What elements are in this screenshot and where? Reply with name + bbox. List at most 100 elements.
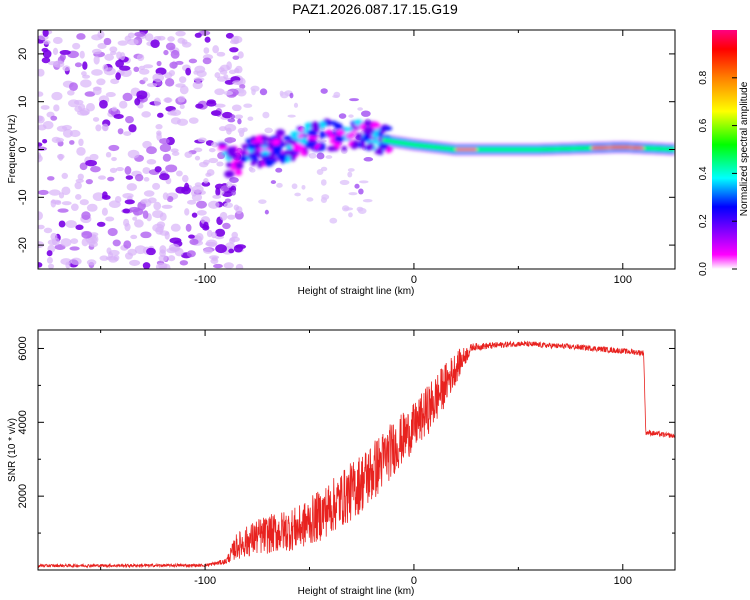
noise-blob [258, 199, 267, 204]
noise-blob [194, 155, 201, 161]
noise-blob [158, 254, 168, 262]
signal-blob [356, 142, 363, 148]
noise-blob [136, 53, 145, 61]
noise-blob [107, 227, 118, 237]
signal-blob [350, 144, 358, 150]
noise-blob [154, 166, 162, 173]
noise-blob [92, 192, 105, 201]
noise-blob [349, 98, 359, 102]
noise-blob [38, 211, 43, 221]
signal-blob [239, 155, 248, 163]
noise-blob [232, 80, 244, 86]
noise-blob [184, 208, 190, 216]
noise-blob [361, 110, 371, 117]
noise-blob [82, 61, 88, 70]
noise-blob [262, 111, 270, 119]
noise-blob [321, 194, 330, 200]
noise-blob [348, 114, 354, 118]
signal-blob [285, 144, 293, 150]
noise-blob [134, 219, 144, 228]
noise-blob [108, 200, 121, 208]
noise-blob [92, 117, 100, 122]
noise-blob [127, 149, 140, 159]
noise-blob [152, 210, 164, 219]
cb-tick-label-3: 0.6 [698, 118, 709, 132]
noise-blob [184, 151, 193, 158]
signal-blob [280, 156, 286, 164]
noise-blob [215, 244, 227, 254]
noise-blob [162, 153, 172, 162]
noise-blob [134, 245, 147, 255]
noise-blob [216, 161, 224, 167]
noise-blob [143, 64, 154, 69]
noise-blob [57, 208, 69, 213]
noise-blob [108, 144, 120, 152]
signal-blob [327, 145, 336, 152]
noise-blob [320, 88, 328, 94]
signal-blob [307, 142, 317, 148]
noise-blob [153, 97, 161, 107]
noise-blob [91, 48, 102, 55]
signal-blob [255, 140, 262, 149]
noise-blob [294, 192, 301, 197]
noise-blob [48, 189, 61, 196]
signal-blob [366, 142, 375, 150]
noise-blob [167, 36, 175, 42]
noise-blob [116, 51, 122, 60]
signal-blob [341, 145, 348, 151]
noise-blob [126, 183, 138, 191]
noise-blob [124, 35, 132, 42]
noise-blob [92, 86, 102, 91]
noise-blob [72, 42, 81, 50]
noise-blob [221, 111, 233, 119]
noise-blob [308, 152, 317, 159]
noise-blob [329, 217, 338, 224]
noise-blob [115, 72, 121, 80]
noise-blob [276, 182, 283, 188]
spectrogram-noise-blobs [38, 30, 374, 269]
noise-blob [177, 95, 186, 103]
noise-blob [113, 113, 124, 119]
noise-blob [43, 40, 51, 45]
noise-blob [86, 203, 98, 212]
noise-blob [150, 39, 160, 48]
noise-blob [41, 47, 49, 53]
signal-blob [363, 133, 371, 142]
noise-blob [77, 110, 90, 116]
noise-blob [354, 183, 360, 189]
noise-blob [133, 66, 140, 73]
noise-blob [81, 211, 91, 220]
noise-blob [81, 71, 87, 76]
noise-blob [41, 57, 51, 64]
noise-blob [86, 259, 97, 266]
noise-blob [229, 39, 239, 45]
noise-blob [348, 212, 353, 218]
noise-blob [176, 118, 189, 126]
noise-blob [147, 197, 157, 204]
noise-blob [247, 116, 254, 121]
noise-blob [95, 124, 102, 132]
snr-ticks: -100 0 100 2000 4000 6000 [17, 330, 675, 587]
snr-y-axis-label: SNR (10 * v/v) [7, 418, 18, 482]
spec-xtick-label-0: -100 [194, 274, 216, 286]
signal-blob [370, 121, 381, 130]
noise-blob [191, 212, 198, 218]
noise-blob [61, 172, 69, 180]
noise-blob [155, 226, 164, 235]
noise-blob [61, 124, 73, 131]
signal-blob [377, 131, 383, 138]
noise-blob [113, 254, 120, 262]
noise-blob [216, 51, 226, 57]
noise-blob [195, 200, 208, 209]
noise-blob [171, 151, 180, 156]
noise-blob [70, 238, 79, 244]
signal-blob [247, 143, 258, 150]
noise-blob [157, 112, 164, 118]
noise-blob [227, 214, 236, 220]
signal-blob [310, 121, 320, 130]
snr-ytick-label-0: 2000 [17, 484, 29, 508]
noise-blob [91, 69, 103, 76]
noise-blob [188, 117, 199, 124]
noise-blob [237, 51, 244, 59]
